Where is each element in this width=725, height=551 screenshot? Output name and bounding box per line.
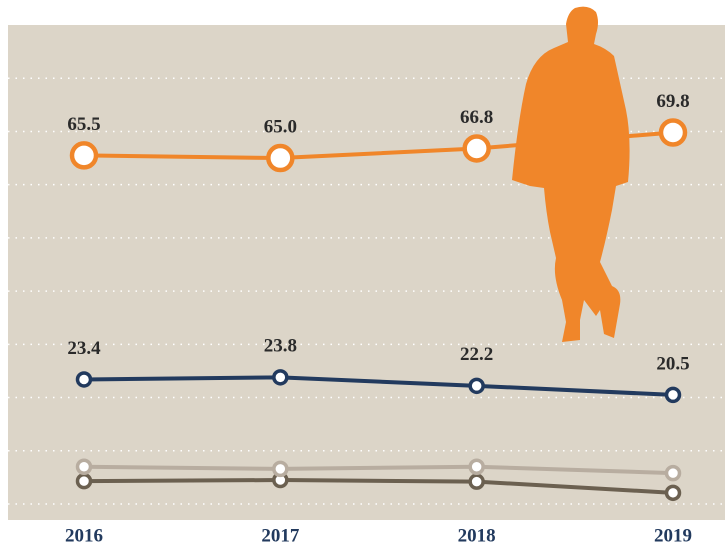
point: [470, 475, 483, 488]
point: [667, 388, 680, 401]
x-tick-label: 2019: [654, 525, 692, 546]
value-label: 20.5: [656, 353, 689, 374]
point: [268, 146, 292, 170]
point: [661, 121, 685, 145]
value-label: 23.8: [264, 336, 297, 357]
point: [667, 467, 680, 480]
point: [667, 486, 680, 499]
chart: 2016 2017 2018 2019 23.4 23.8 22.2 20.5 65.5 65.0…: [0, 0, 725, 551]
x-tick-label: 2017: [261, 525, 300, 546]
x-tick-label: 2016: [65, 525, 103, 546]
page: {"chart_data": {"type": "line", "x": ["2…: [0, 0, 725, 551]
point: [72, 143, 96, 167]
point: [78, 475, 91, 488]
point: [470, 460, 483, 473]
value-label: 22.2: [460, 344, 493, 365]
value-label: 65.5: [67, 114, 100, 135]
point: [274, 371, 287, 384]
point: [78, 373, 91, 386]
value-label: 23.4: [67, 338, 101, 359]
point: [465, 136, 489, 160]
value-label: 66.8: [460, 107, 493, 128]
point: [78, 460, 91, 473]
value-label: 65.0: [264, 116, 297, 137]
point: [470, 379, 483, 392]
point: [274, 462, 287, 475]
value-label: 69.8: [656, 91, 689, 112]
x-tick-label: 2018: [458, 525, 496, 546]
